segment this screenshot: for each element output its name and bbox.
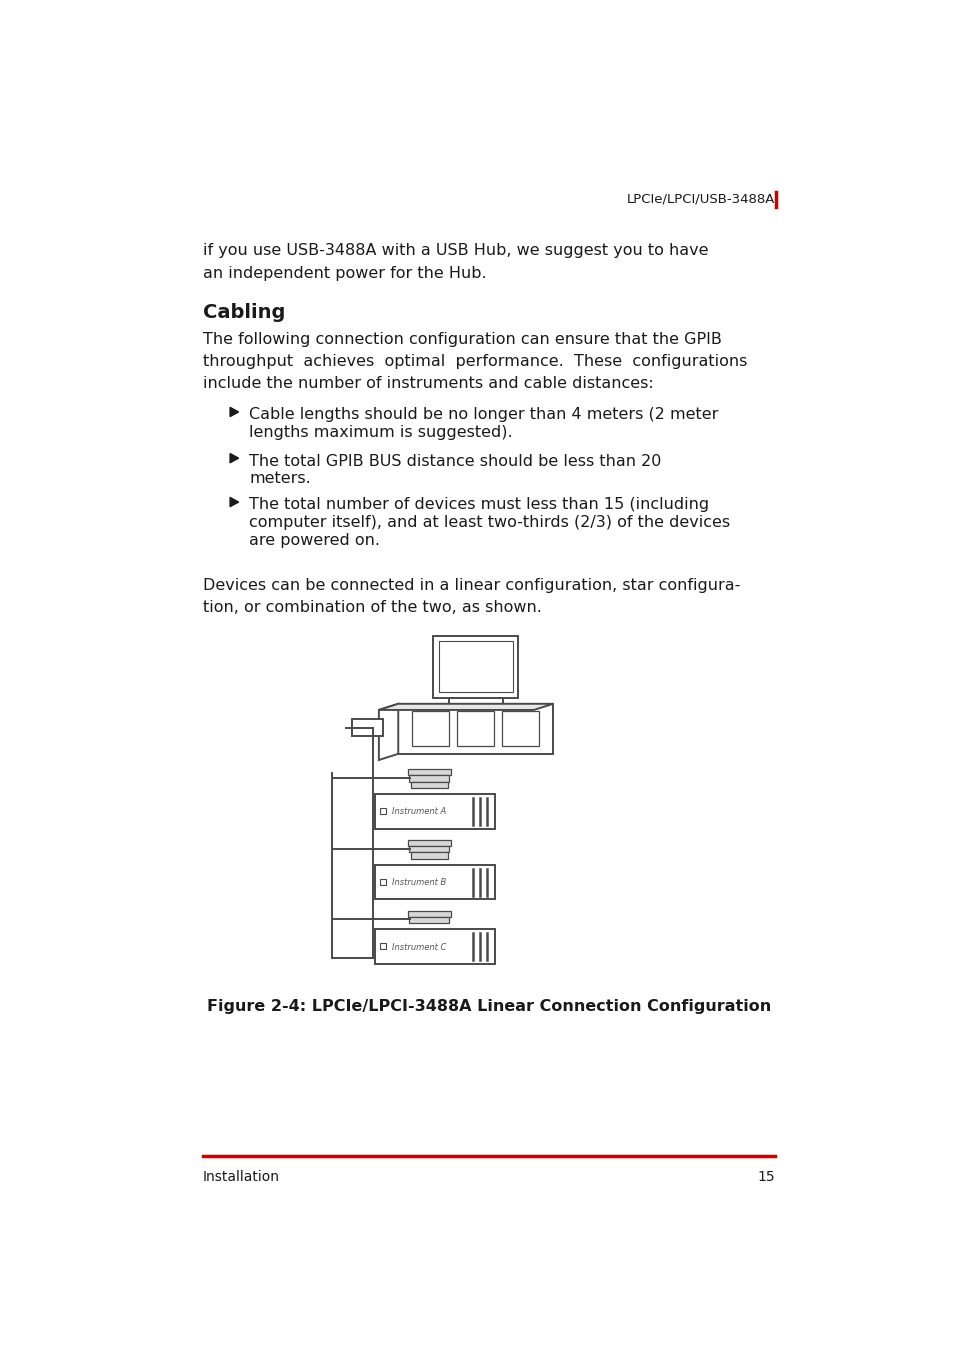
Polygon shape bbox=[378, 704, 397, 760]
Bar bbox=[375, 793, 495, 829]
Text: The total GPIB BUS distance should be less than 20: The total GPIB BUS distance should be le… bbox=[249, 454, 661, 468]
Polygon shape bbox=[230, 454, 238, 463]
Text: Devices can be connected in a linear configuration, star configura-
tion, or com: Devices can be connected in a linear con… bbox=[203, 578, 740, 616]
Bar bbox=[397, 704, 553, 754]
Bar bbox=[433, 636, 517, 697]
Text: Figure 2-4: LPCIe/LPCI-3488A Linear Connection Configuration: Figure 2-4: LPCIe/LPCI-3488A Linear Conn… bbox=[207, 999, 770, 1014]
Bar bbox=[448, 697, 502, 704]
Text: if you use USB-3488A with a USB Hub, we suggest you to have
an independent power: if you use USB-3488A with a USB Hub, we … bbox=[203, 244, 708, 280]
Text: Instrument A: Instrument A bbox=[392, 807, 446, 816]
Text: LPCIe/LPCI/USB-3488A: LPCIe/LPCI/USB-3488A bbox=[626, 192, 774, 206]
Text: computer itself), and at least two-thirds (2/3) of the devices: computer itself), and at least two-third… bbox=[249, 515, 730, 531]
Bar bbox=[379, 944, 385, 949]
Bar bbox=[409, 846, 449, 853]
Polygon shape bbox=[230, 497, 238, 506]
Bar bbox=[408, 769, 451, 776]
Text: meters.: meters. bbox=[249, 471, 311, 486]
Polygon shape bbox=[378, 704, 553, 709]
Polygon shape bbox=[230, 408, 238, 417]
Bar bbox=[410, 853, 447, 858]
Text: The following connection configuration can ensure that the GPIB
throughput  achi: The following connection configuration c… bbox=[203, 332, 746, 391]
Text: The total number of devices must less than 15 (including: The total number of devices must less th… bbox=[249, 497, 709, 512]
Bar bbox=[412, 711, 449, 746]
Bar bbox=[408, 911, 451, 917]
Text: are powered on.: are powered on. bbox=[249, 533, 380, 548]
Bar bbox=[375, 865, 495, 899]
Bar bbox=[456, 711, 494, 746]
Text: 15: 15 bbox=[757, 1170, 774, 1183]
Bar bbox=[410, 781, 447, 788]
Text: Cable lengths should be no longer than 4 meters (2 meter: Cable lengths should be no longer than 4… bbox=[249, 408, 718, 422]
Bar bbox=[379, 879, 385, 884]
Bar bbox=[379, 808, 385, 814]
Bar bbox=[501, 711, 538, 746]
Text: Instrument B: Instrument B bbox=[392, 877, 446, 887]
Text: lengths maximum is suggested).: lengths maximum is suggested). bbox=[249, 425, 513, 440]
Bar bbox=[438, 642, 513, 692]
Text: Cabling: Cabling bbox=[203, 303, 285, 322]
Bar bbox=[409, 776, 449, 781]
Bar bbox=[409, 917, 449, 923]
Text: Instrument C: Instrument C bbox=[392, 942, 446, 952]
Bar bbox=[408, 839, 451, 846]
Bar bbox=[375, 929, 495, 964]
Bar bbox=[352, 719, 382, 737]
Text: Installation: Installation bbox=[203, 1170, 279, 1183]
